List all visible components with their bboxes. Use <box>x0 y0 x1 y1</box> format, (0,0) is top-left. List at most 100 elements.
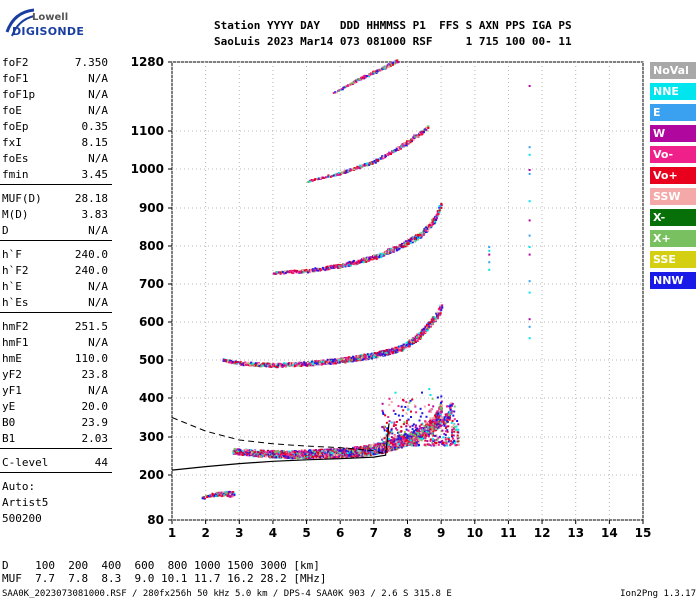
echo-mark <box>364 163 367 166</box>
echo-mark <box>262 449 265 452</box>
echo-mark <box>367 445 370 448</box>
echo-mark <box>408 436 411 439</box>
echo-mark <box>294 362 297 365</box>
echo-mark <box>424 426 427 429</box>
echo-mark <box>379 254 381 257</box>
echo-mark <box>226 494 229 497</box>
echo-mark <box>444 420 447 422</box>
echo-mark <box>317 362 319 365</box>
echo-mark <box>380 446 382 449</box>
echo-mark <box>348 260 351 263</box>
echo-mark <box>440 400 443 403</box>
echo-mark <box>217 492 220 495</box>
echo-mark <box>435 428 438 431</box>
echo-mark <box>353 81 356 84</box>
echo-mark <box>321 450 324 452</box>
echo-mark <box>402 245 405 248</box>
echo-mark <box>364 453 367 456</box>
echo-mark <box>236 362 239 365</box>
echo-mark <box>280 453 283 456</box>
echo-mark <box>399 243 402 246</box>
echo-mark <box>431 421 434 424</box>
echo-mark <box>412 438 415 440</box>
param-row: foF1p N/A <box>2 88 108 102</box>
echo-mark <box>439 423 442 426</box>
echo-mark <box>438 312 441 315</box>
echo-mark <box>375 353 378 356</box>
echo-mark <box>421 434 424 436</box>
echo-mark <box>401 443 404 446</box>
echo-mark <box>446 414 448 417</box>
echo-mark <box>421 429 424 432</box>
echo-mark <box>423 128 426 131</box>
echo-mark <box>314 451 317 454</box>
echo-mark <box>332 265 335 268</box>
echo-mark <box>345 359 347 362</box>
echo-mark <box>358 260 361 263</box>
echo-mark <box>272 365 275 368</box>
echo-mark <box>401 143 404 145</box>
echo-mark <box>380 444 383 447</box>
echo-mark <box>338 266 341 269</box>
echo-mark <box>381 443 384 445</box>
echo-mark <box>435 419 438 422</box>
echo-mark <box>352 446 355 449</box>
echo-mark <box>389 447 392 450</box>
echo-mark <box>412 432 415 435</box>
echo-mark <box>420 432 423 435</box>
echo-mark <box>434 425 437 428</box>
echo-mark <box>381 409 384 412</box>
echo-mark <box>445 421 447 424</box>
echo-mark <box>427 422 430 425</box>
echo-mark <box>395 147 398 150</box>
echo-mark <box>422 329 425 332</box>
echo-mark <box>406 437 409 440</box>
param-label: M(D) <box>2 208 29 221</box>
echo-mark <box>425 434 427 437</box>
echo-mark <box>395 443 398 446</box>
echo-mark <box>419 130 422 133</box>
echo-mark <box>326 361 329 364</box>
echo-mark <box>296 455 299 458</box>
echo-mark <box>439 422 442 425</box>
echo-mark <box>328 361 331 364</box>
echo-mark <box>402 444 405 447</box>
echo-mark <box>223 493 226 496</box>
echo-mark <box>345 169 348 172</box>
echo-mark <box>275 271 278 273</box>
echo-mark <box>441 419 444 422</box>
echo-mark <box>403 435 406 438</box>
echo-mark <box>213 495 216 497</box>
echo-mark <box>368 353 371 356</box>
echo-mark <box>361 451 364 454</box>
echo-mark <box>391 351 393 354</box>
echo-mark <box>449 402 452 405</box>
echo-mark <box>267 364 270 367</box>
echo-mark <box>285 363 288 366</box>
echo-mark <box>414 135 417 138</box>
echo-mark <box>364 454 367 457</box>
echo-mark <box>379 451 382 454</box>
echo-mark <box>395 149 398 151</box>
echo-mark <box>420 437 422 440</box>
echo-mark <box>241 453 244 456</box>
echo-mark <box>433 426 436 429</box>
echo-mark <box>413 337 416 340</box>
echo-mark <box>268 455 271 458</box>
echo-mark <box>370 446 373 449</box>
echo-mark <box>325 362 328 365</box>
x-tick-label: 3 <box>235 526 243 540</box>
echo-mark <box>362 448 365 451</box>
echo-mark <box>311 456 314 459</box>
echo-mark <box>231 361 233 364</box>
param-label: fmin <box>2 168 29 181</box>
echo-mark <box>374 254 376 257</box>
echo-mark <box>377 451 380 454</box>
echo-mark <box>357 354 359 357</box>
echo-mark <box>331 455 334 458</box>
echo-mark <box>308 454 311 457</box>
echo-mark <box>316 361 319 364</box>
echo-mark <box>394 448 397 451</box>
echo-mark <box>406 438 409 441</box>
echo-mark <box>256 451 259 454</box>
